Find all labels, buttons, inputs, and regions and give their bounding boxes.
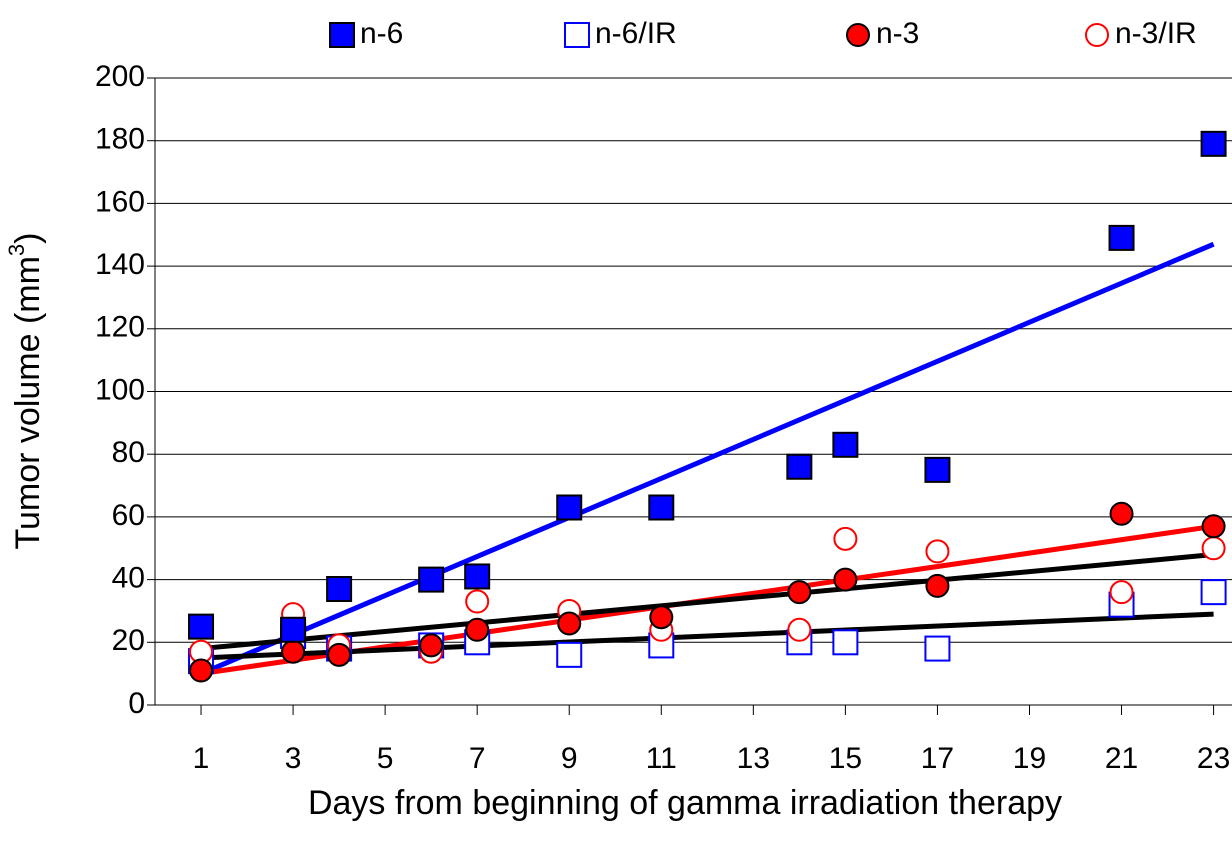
x-tick-label: 1 [193, 742, 210, 775]
marker-circle [1109, 501, 1134, 526]
y-tick-label: 200 [95, 60, 145, 93]
marker-square [1108, 224, 1135, 251]
marker-circle [1109, 580, 1134, 605]
legend-marker [564, 22, 590, 48]
x-tick-label: 13 [737, 742, 770, 775]
x-tick-label: 3 [285, 742, 302, 775]
y-tick-label: 160 [95, 185, 145, 218]
x-tick-label: 5 [377, 742, 394, 775]
x-tick-label: 23 [1197, 742, 1230, 775]
marker-circle [1201, 536, 1226, 561]
legend-marker [846, 23, 870, 47]
marker-square [326, 576, 353, 603]
marker-circle [281, 639, 306, 664]
trendline [200, 611, 1214, 661]
y-tick-label: 60 [112, 499, 145, 532]
marker-circle [189, 658, 214, 683]
legend-marker [1085, 23, 1109, 47]
y-tick-label: 180 [95, 123, 145, 156]
marker-circle [787, 617, 812, 642]
marker-circle [833, 526, 858, 551]
y-tick-label: 100 [95, 373, 145, 406]
x-tick-label: 17 [921, 742, 954, 775]
x-tick-label: 19 [1013, 742, 1046, 775]
y-tick-label: 140 [95, 248, 145, 281]
marker-circle [465, 589, 490, 614]
marker-circle [925, 539, 950, 564]
marker-square [1200, 579, 1227, 606]
y-tick-label: 0 [128, 687, 145, 720]
y-tick-label: 40 [112, 562, 145, 595]
marker-square [832, 431, 859, 458]
marker-square [924, 456, 951, 483]
marker-square [924, 635, 951, 662]
marker-circle [419, 633, 444, 658]
marker-square [786, 453, 813, 480]
y-tick-label: 20 [112, 624, 145, 657]
marker-circle [557, 611, 582, 636]
x-tick-label: 9 [561, 742, 578, 775]
marker-square [648, 494, 675, 521]
marker-square [418, 566, 445, 593]
marker-square [188, 613, 215, 640]
marker-square [464, 563, 491, 590]
y-label-text: Tumor volume (mm [9, 256, 47, 549]
x-tick-label: 7 [469, 742, 486, 775]
legend-label: n-3/IR [1115, 17, 1197, 50]
marker-square [280, 616, 307, 643]
marker-circle [833, 567, 858, 592]
y-tick-label: 120 [95, 311, 145, 344]
marker-circle [649, 605, 674, 630]
x-tick-label: 21 [1105, 742, 1138, 775]
y-label-sup: 3 [4, 244, 29, 256]
y-label-end: ) [9, 232, 47, 243]
marker-circle [925, 573, 950, 598]
marker-circle [787, 580, 812, 605]
marker-circle [327, 642, 352, 667]
x-axis-label: Days from beginning of gamma irradiation… [308, 784, 1062, 822]
marker-square [556, 641, 583, 668]
marker-circle [1201, 514, 1226, 539]
marker-square [556, 494, 583, 521]
trendline [200, 241, 1215, 676]
legend-marker [329, 22, 355, 48]
y-tick-label: 80 [112, 436, 145, 469]
legend-label: n-6 [360, 17, 403, 50]
x-tick-label: 11 [646, 742, 677, 775]
marker-circle [465, 617, 490, 642]
legend-label: n-3 [876, 17, 919, 50]
legend-label: n-6/IR [595, 17, 677, 50]
trendline [200, 552, 1214, 652]
marker-square [832, 629, 859, 656]
x-tick-label: 15 [829, 742, 862, 775]
marker-square [1200, 130, 1227, 157]
y-axis-label: Tumor volume (mm3) [4, 232, 47, 549]
